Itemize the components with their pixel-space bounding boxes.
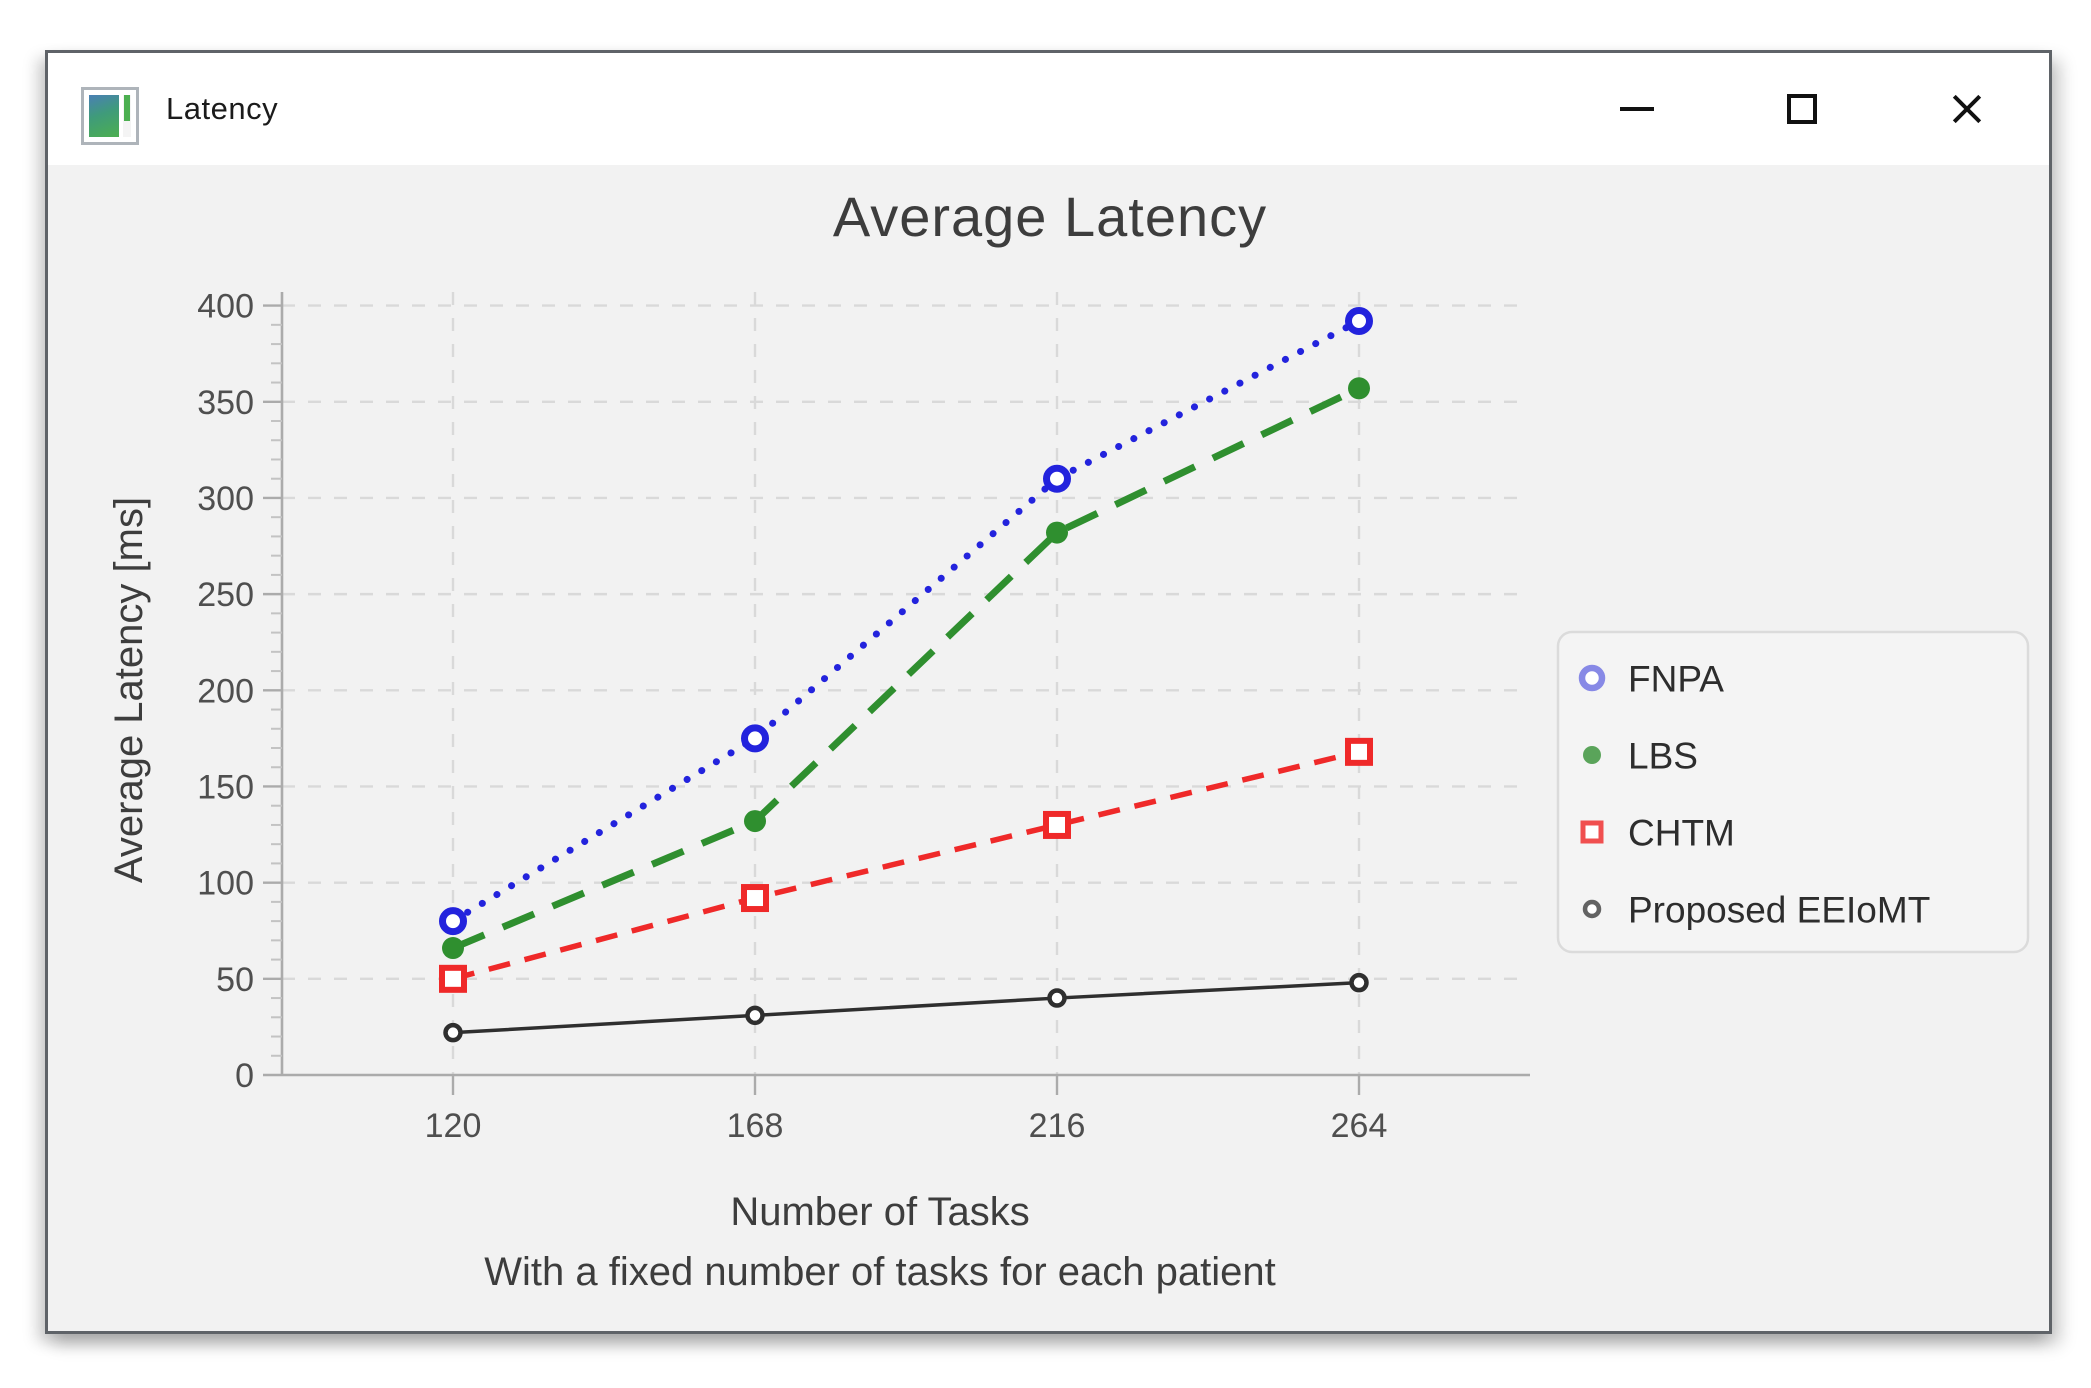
minimize-icon (1619, 107, 1654, 111)
close-button[interactable] (1884, 53, 2049, 165)
app-icon-bar (124, 95, 130, 121)
app-icon[interactable] (81, 87, 139, 145)
window-titlebar[interactable]: Latency (48, 53, 2049, 165)
window-controls (1554, 53, 2049, 165)
app-icon-chart-pane (89, 95, 119, 137)
window-title: Latency (166, 91, 279, 126)
minimize-button[interactable] (1554, 53, 1719, 165)
maximize-button[interactable] (1719, 53, 1884, 165)
maximize-icon (1786, 94, 1817, 124)
window-content (48, 165, 2049, 1331)
close-icon (1947, 89, 1987, 129)
latency-window: Latency (45, 50, 2052, 1334)
app-icon-panel (123, 95, 131, 137)
